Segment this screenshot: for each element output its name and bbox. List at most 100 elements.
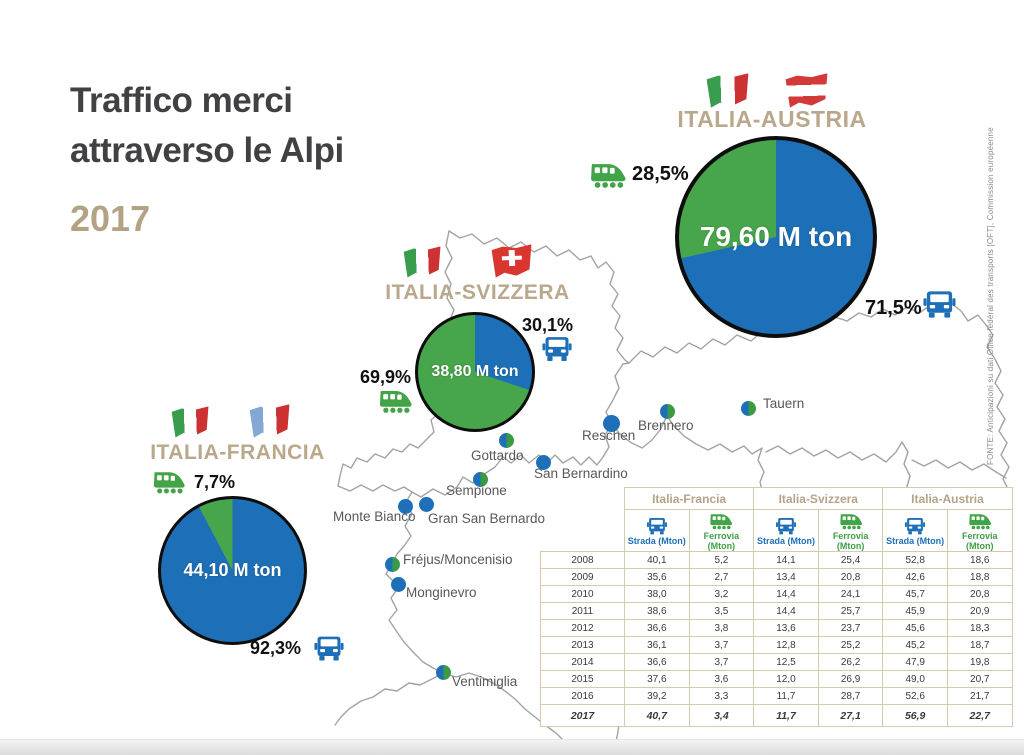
page-title-line2: attraverso le Alpi [70,131,344,170]
table-column-header-row: Strada (Mton) Ferrovia (Mton) Strada (Mt… [541,509,1013,552]
truck-icon [542,337,572,362]
value-cell: 3,6 [688,670,755,688]
value-cell: 45,6 [882,619,948,637]
group-header-italia-francia: Italia-Francia [623,487,755,510]
train-icon [589,162,627,189]
page-bottom-strip [0,739,1024,755]
value-cell: 36,6 [624,653,690,671]
truck-icon [646,518,668,535]
value-cell: 12,5 [753,653,819,671]
year-cell: 2015 [540,670,625,688]
year-cell: 2012 [540,619,625,637]
traffic-table: Italia-Francia Italia-Svizzera Italia-Au… [540,487,1013,727]
year-cell: 2008 [540,551,625,569]
value-cell: 3,7 [688,653,755,671]
road-percent-francia: 92,3% [250,638,302,658]
value-cell: 42,6 [882,568,948,586]
road-percent-austria: 71,5% [865,297,922,319]
road-percent-svizzera: 30,1% [522,315,574,335]
table-row: 2014 36,6 3,7 12,5 26,2 47,9 19,8 [540,653,1013,671]
section-title-italia-francia: ITALIA-FRANCIA [150,441,325,464]
value-cell: 11,7 [753,687,819,705]
value-cell: 28,7 [817,687,884,705]
pass-label: Gran San Bernardo [428,511,546,526]
year-cell: 2010 [540,585,625,603]
column-header-rail: Ferrovia (Mton) [817,509,884,552]
column-header-rail: Ferrovia (Mton) [946,509,1013,552]
pass-dot-gran-san-bernardo [419,497,434,512]
section-title-italia-svizzera: ITALIA-SVIZZERA [385,281,570,304]
value-cell: 14,1 [753,551,819,569]
value-cell: 18,6 [946,551,1013,569]
value-cell: 47,9 [882,653,948,671]
group-header-italia-austria: Italia-Austria [882,487,1013,510]
value-cell: 25,4 [817,551,884,569]
value-cell: 13,6 [753,619,819,637]
pie-total-francia: 44,10 M ton [183,560,282,580]
truck-icon [314,636,344,662]
value-cell: 45,7 [882,585,948,603]
value-cell: 12,0 [753,670,819,688]
train-icon [152,470,186,495]
year-cell: 2014 [540,653,625,671]
value-cell: 2,7 [688,568,755,586]
rail-percent-svizzera: 69,9% [360,367,412,387]
truck-icon [775,518,797,535]
pass-dot-gottardo [499,433,514,448]
pass-label: Reschen [582,428,636,443]
pass-label: Monginevro [406,585,477,600]
value-cell: 20,8 [946,585,1013,603]
value-cell: 5,2 [688,551,755,569]
pass-dot-sempione [473,472,488,487]
value-cell: 3,8 [688,619,755,637]
value-cell: 36,1 [624,636,690,654]
pie-chart-italia-austria: 79,60 M ton [675,136,877,338]
value-cell: 3,2 [688,585,755,603]
year-cell: 2011 [540,602,625,620]
truck-icon [904,518,926,535]
table-row: 2012 36,6 3,8 13,6 23,7 45,6 18,3 [540,619,1013,637]
page-title: Traffico merci attraverso le Alpi [70,76,344,176]
column-header-road: Strada (Mton) [753,509,819,552]
train-icon [709,513,733,530]
value-cell: 3,4 [688,704,755,727]
pie-total-svizzera: 38,80 M ton [431,363,519,380]
truck-icon [923,291,956,319]
pass-label: Sempione [446,483,507,498]
table-row: 2010 38,0 3,2 14,4 24,1 45,7 20,8 [540,585,1013,603]
value-cell: 19,8 [946,653,1013,671]
value-cell: 11,7 [753,704,819,727]
value-cell: 52,6 [882,687,948,705]
value-cell: 39,2 [624,687,690,705]
value-cell: 26,9 [817,670,884,688]
table-row: 2009 35,6 2,7 13,4 20,8 42,6 18,8 [540,568,1013,586]
value-cell: 3,5 [688,602,755,620]
pie-chart-italia-francia: 44,10 M ton [158,496,307,645]
rail-column-label: Ferrovia (Mton) [962,530,998,551]
rail-column-label: Ferrovia (Mton) [832,530,869,551]
value-cell: 23,7 [817,619,884,637]
section-title-italia-austria: ITALIA-AUSTRIA [677,106,867,132]
table-blank-cell [541,488,625,552]
value-cell: 20,9 [946,602,1013,620]
train-icon [378,389,413,414]
pie-chart-italia-svizzera: 38,80 M ton [415,312,535,432]
page-title-line1: Traffico merci [70,81,293,120]
value-cell: 27,1 [817,704,884,727]
rail-percent-austria: 28,5% [632,163,689,185]
value-cell: 20,7 [946,670,1013,688]
year-cell: 2017 [540,704,625,727]
value-cell: 45,9 [882,602,948,620]
pass-dot-brennero [660,404,675,419]
table-row: 2016 39,2 3,3 11,7 28,7 52,6 21,7 [540,687,1013,705]
value-cell: 25,7 [817,602,884,620]
value-cell: 35,6 [624,568,690,586]
value-cell: 52,8 [882,551,948,569]
table-row: 2013 36,1 3,7 12,8 25,2 45,2 18,7 [540,636,1013,654]
value-cell: 26,2 [817,653,884,671]
pass-label: Monte Bianco [333,509,416,524]
rail-column-label: Ferrovia (Mton) [703,530,740,551]
pass-dot-ventimiglia [436,665,451,680]
train-icon [839,513,863,530]
